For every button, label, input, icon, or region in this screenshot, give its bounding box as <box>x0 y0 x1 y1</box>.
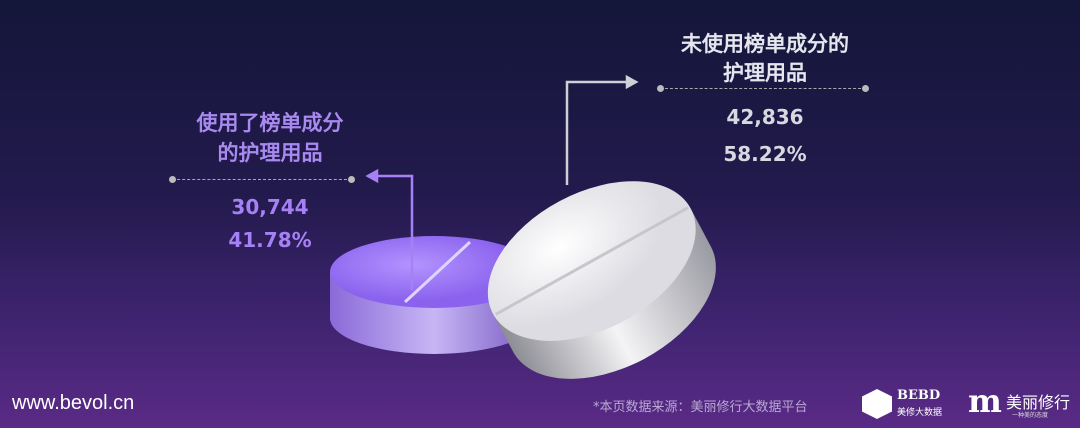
meili-logo-sub: 一种美的态度 <box>1012 412 1049 419</box>
meili-logo-text: 美丽修行 <box>1006 393 1071 412</box>
divider-right <box>657 85 869 92</box>
label-line: 的护理用品 <box>217 141 323 165</box>
callout-arrow-left <box>365 168 414 290</box>
pie-slice-used <box>330 236 538 354</box>
label-line: 使用了榜单成分 <box>196 111 344 135</box>
pie-slice-unused <box>487 181 716 379</box>
value-used: 30,744 <box>231 195 309 219</box>
data-source: *本页数据来源：美丽修行大数据平台 <box>593 400 808 415</box>
bebd-logo-text: BEBD <box>897 388 941 403</box>
percent-unused: 58.22% <box>723 142 807 166</box>
percent-used: 41.78% <box>228 228 312 252</box>
label-line: 未使用榜单成分的 <box>681 32 849 56</box>
label-line: 护理用品 <box>723 61 807 85</box>
callout-arrow-right <box>565 74 639 185</box>
bebd-logo-sub: 美修大数据 <box>897 408 943 418</box>
divider-left <box>169 176 355 183</box>
label-unused: 未使用榜单成分的 护理用品 <box>650 30 880 88</box>
meili-logo-icon: m <box>968 382 1002 420</box>
website-url[interactable]: www.bevol.cn <box>12 392 135 414</box>
value-unused: 42,836 <box>726 105 804 129</box>
bebd-logo-icon <box>862 389 892 419</box>
label-used: 使用了榜单成分 的护理用品 <box>165 108 375 168</box>
